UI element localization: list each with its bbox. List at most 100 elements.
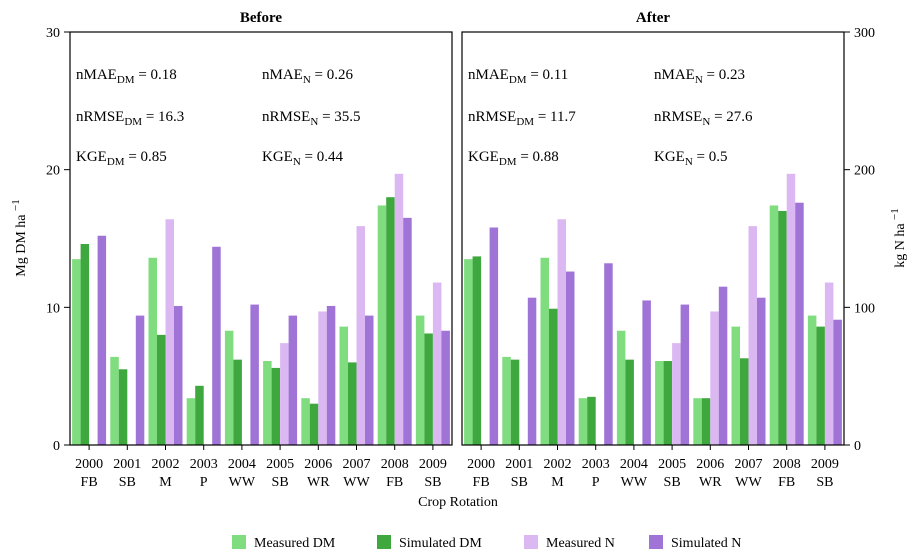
bar-simulated-n-2007 bbox=[757, 297, 766, 445]
bar-simulated-dm-2001 bbox=[510, 359, 520, 445]
y-right-axis-title: kg N ha −1 bbox=[889, 208, 908, 268]
x-tick-label-year: 2005 bbox=[658, 457, 686, 472]
bar-measured-dm-2000 bbox=[464, 259, 473, 445]
x-tick-label-crop: FB bbox=[386, 475, 403, 490]
bar-simulated-n-2009 bbox=[833, 319, 842, 445]
bar-measured-n-2005 bbox=[280, 343, 289, 445]
bar-simulated-dm-2005 bbox=[271, 367, 281, 445]
bar-simulated-n-2005 bbox=[288, 315, 298, 445]
x-tick-label-year: 2002 bbox=[544, 457, 572, 472]
bar-simulated-n-2002 bbox=[566, 271, 575, 445]
stat-nrmse-dm: nRMSEDM = 11.7 bbox=[468, 109, 576, 128]
bar-measured-dm-2008 bbox=[377, 205, 387, 445]
stat-nmae-dm: nMAEDM = 0.11 bbox=[468, 67, 568, 86]
bar-measured-dm-2008 bbox=[769, 205, 779, 445]
x-tick-label-year: 2005 bbox=[266, 457, 294, 472]
bar-simulated-dm-2004 bbox=[625, 359, 634, 445]
stat-nmae-dm: nMAEDM = 0.18 bbox=[76, 67, 177, 86]
bar-measured-dm-2002 bbox=[148, 257, 157, 445]
x-tick-label-crop: WR bbox=[699, 475, 722, 490]
x-tick-label-crop: M bbox=[551, 475, 564, 490]
bar-simulated-dm-2008 bbox=[386, 197, 395, 445]
y-right-tick-label: 300 bbox=[854, 26, 875, 41]
bar-simulated-dm-2007 bbox=[348, 362, 357, 445]
bar-simulated-dm-2003 bbox=[195, 385, 204, 445]
bar-measured-n-2002 bbox=[165, 219, 174, 445]
bar-simulated-n-2003 bbox=[212, 246, 221, 445]
x-tick-label-year: 2006 bbox=[696, 457, 724, 472]
panel-title: After bbox=[636, 10, 670, 26]
x-tick-label-year: 2003 bbox=[190, 457, 218, 472]
bar-simulated-n-2005 bbox=[680, 304, 690, 445]
x-tick-label-year: 2001 bbox=[505, 457, 533, 472]
x-tick-label-year: 2007 bbox=[343, 457, 371, 472]
panel-title: Before bbox=[240, 10, 283, 26]
x-tick-label-crop: FB bbox=[778, 475, 795, 490]
y-left-tick-label: 20 bbox=[46, 164, 60, 179]
bar-measured-n-2002 bbox=[557, 219, 566, 445]
bar-measured-dm-2009 bbox=[415, 315, 425, 445]
x-tick-label-crop: SB bbox=[424, 475, 441, 490]
y-right-tick-label: 200 bbox=[854, 164, 875, 179]
x-tick-label-year: 2000 bbox=[75, 457, 103, 472]
bar-simulated-dm-2008 bbox=[778, 210, 787, 445]
bar-measured-n-2006 bbox=[710, 311, 719, 445]
panel-frame bbox=[69, 31, 453, 446]
stat-kge-n: KGEN = 0.44 bbox=[262, 149, 343, 168]
bar-measured-dm-2000 bbox=[72, 259, 81, 445]
bar-simulated-n-2004 bbox=[250, 304, 259, 445]
y-right-tick-label: 100 bbox=[854, 301, 875, 316]
panel-after: After 2000 FB 2001 SB 2002 M 2003 P 2004 WW 2005 SB 2… bbox=[461, 10, 845, 490]
bar-simulated-n-2001 bbox=[527, 297, 537, 445]
bar-simulated-n-2008 bbox=[403, 217, 412, 445]
bar-simulated-n-2000 bbox=[489, 227, 499, 445]
bar-simulated-dm-2006 bbox=[701, 398, 711, 445]
bar-measured-dm-2001 bbox=[502, 356, 511, 445]
panel-before: Before 2000 FB 2001 SB 2002 M 2003 P 2004 WW 2005 SB… bbox=[69, 10, 453, 490]
stat-kge-n: KGEN = 0.5 bbox=[654, 149, 728, 168]
bar-measured-dm-2004 bbox=[224, 330, 234, 445]
bar-simulated-n-2000 bbox=[97, 235, 107, 445]
chart-panels: Before 2000 FB 2001 SB 2002 M 2003 P 2004 WW 2005 SB… bbox=[69, 10, 845, 490]
legend-swatch-simulated-n bbox=[649, 535, 663, 549]
y-right-tick-label: 0 bbox=[854, 439, 861, 454]
y-left-tick-label: 30 bbox=[46, 26, 60, 41]
bar-measured-dm-2006 bbox=[693, 398, 702, 445]
bar-simulated-n-2003 bbox=[604, 263, 613, 445]
x-tick-label-year: 2006 bbox=[304, 457, 332, 472]
x-tick-label-crop: SB bbox=[119, 475, 136, 490]
bar-simulated-dm-2009 bbox=[424, 333, 433, 445]
legend-swatch-simulated-dm bbox=[377, 535, 391, 549]
x-tick-label-year: 2001 bbox=[113, 457, 141, 472]
x-tick-label-crop: WW bbox=[735, 475, 762, 490]
bar-measured-n-2008 bbox=[786, 173, 796, 446]
legend-label-measured-n: Measured N bbox=[546, 536, 615, 551]
bar-measured-dm-2007 bbox=[339, 326, 348, 445]
x-tick-label-crop: FB bbox=[473, 475, 490, 490]
x-tick-label-crop: SB bbox=[664, 475, 681, 490]
bar-measured-n-2005 bbox=[672, 343, 681, 445]
bar-measured-dm-2009 bbox=[807, 315, 817, 445]
bar-measured-dm-2002 bbox=[540, 257, 549, 445]
bar-measured-n-2009 bbox=[824, 282, 834, 445]
x-tick-label-year: 2004 bbox=[620, 457, 648, 472]
bar-simulated-n-2004 bbox=[642, 300, 651, 445]
bar-simulated-n-2006 bbox=[718, 286, 728, 445]
stat-kge-dm: KGEDM = 0.85 bbox=[76, 149, 167, 168]
bar-simulated-dm-2007 bbox=[740, 358, 749, 445]
bar-simulated-dm-2002 bbox=[549, 308, 558, 445]
x-tick-label-crop: SB bbox=[816, 475, 833, 490]
bar-measured-n-2006 bbox=[318, 311, 327, 445]
bar-simulated-dm-2001 bbox=[118, 369, 128, 445]
bar-measured-n-2009 bbox=[432, 282, 442, 445]
bar-measured-n-2008 bbox=[394, 173, 404, 446]
legend-label-measured-dm: Measured DM bbox=[254, 536, 336, 551]
x-tick-label-crop: SB bbox=[511, 475, 528, 490]
stat-nrmse-dm: nRMSEDM = 16.3 bbox=[76, 109, 184, 128]
y-left-tick-label: 10 bbox=[46, 301, 60, 316]
bar-simulated-n-2009 bbox=[441, 330, 450, 445]
x-tick-label-year: 2008 bbox=[381, 457, 409, 472]
x-axis-title: Crop Rotation bbox=[418, 495, 498, 510]
stat-nmae-n: nMAEN = 0.26 bbox=[262, 67, 354, 86]
